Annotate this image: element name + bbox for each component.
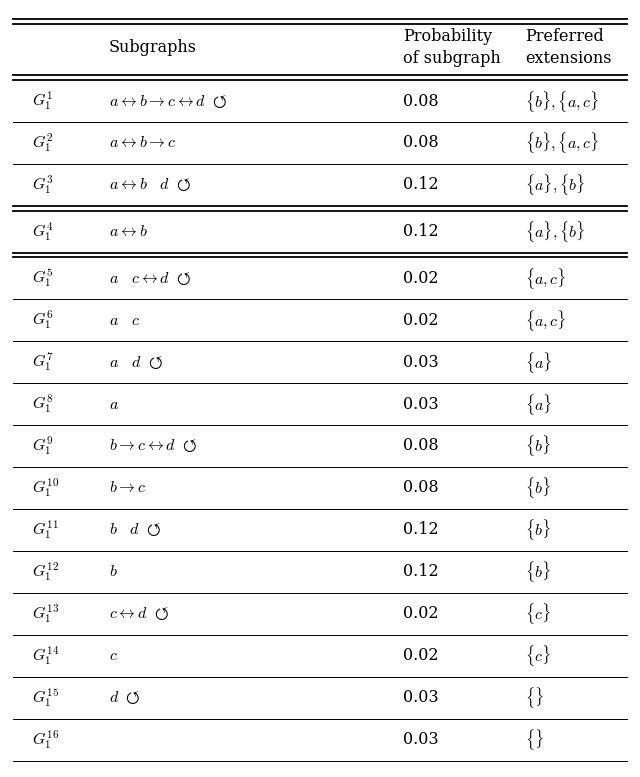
Text: $\{b\}$: $\{b\}$ <box>525 434 550 458</box>
Text: $\{b\}$: $\{b\}$ <box>525 517 550 542</box>
Text: $\{c\}$: $\{c\}$ <box>525 601 550 626</box>
Text: $G_1^9$: $G_1^9$ <box>32 435 54 457</box>
Text: 0.02: 0.02 <box>403 605 438 622</box>
Text: $\{\}$: $\{\}$ <box>525 685 544 710</box>
Text: $a$: $a$ <box>109 395 119 413</box>
Text: $G_1^4$: $G_1^4$ <box>32 221 54 242</box>
Text: 0.12: 0.12 <box>403 521 439 538</box>
Text: $c$: $c$ <box>109 647 118 664</box>
Text: $G_1^6$: $G_1^6$ <box>32 309 54 331</box>
Text: $G_1^{14}$: $G_1^{14}$ <box>32 645 60 667</box>
Text: $a \leftrightarrow b\quad d\ \circlearrowleft$: $a \leftrightarrow b\quad d\ \circlearro… <box>109 176 191 193</box>
Text: $a\quad d\ \circlearrowleft$: $a\quad d\ \circlearrowleft$ <box>109 354 163 371</box>
Text: $G_1^1$: $G_1^1$ <box>32 90 53 112</box>
Text: $G_1^{16}$: $G_1^{16}$ <box>32 729 60 751</box>
Text: $a \leftrightarrow b$: $a \leftrightarrow b$ <box>109 223 148 240</box>
Text: 0.08: 0.08 <box>403 437 439 455</box>
Text: $\{a\}$: $\{a\}$ <box>525 350 552 375</box>
Text: 0.08: 0.08 <box>403 92 439 110</box>
Text: $\{b\}$: $\{b\}$ <box>525 476 550 500</box>
Text: $c \leftrightarrow d\ \circlearrowleft$: $c \leftrightarrow d\ \circlearrowleft$ <box>109 605 169 622</box>
Text: $\{a,c\}$: $\{a,c\}$ <box>525 308 566 333</box>
Text: $a\quad c$: $a\quad c$ <box>109 312 140 329</box>
Text: $G_1^{15}$: $G_1^{15}$ <box>32 687 59 709</box>
Text: $\{a\},\{b\}$: $\{a\},\{b\}$ <box>525 172 585 197</box>
Text: $\{a\}$: $\{a\}$ <box>525 392 552 416</box>
Text: $G_1^{13}$: $G_1^{13}$ <box>32 603 60 625</box>
Text: $G_1^7$: $G_1^7$ <box>32 351 54 373</box>
Text: extensions: extensions <box>525 50 611 67</box>
Text: $G_1^3$: $G_1^3$ <box>32 174 54 196</box>
Text: $\{b\},\{a,c\}$: $\{b\},\{a,c\}$ <box>525 89 599 113</box>
Text: $G_1^{12}$: $G_1^{12}$ <box>32 561 59 583</box>
Text: 0.08: 0.08 <box>403 134 439 152</box>
Text: $b \rightarrow c \leftrightarrow d\ \circlearrowleft$: $b \rightarrow c \leftrightarrow d\ \cir… <box>109 437 197 455</box>
Text: 0.12: 0.12 <box>403 563 439 580</box>
Text: 0.03: 0.03 <box>403 689 439 706</box>
Text: $b\quad d\ \circlearrowleft$: $b\quad d\ \circlearrowleft$ <box>109 521 161 538</box>
Text: 0.08: 0.08 <box>403 479 439 497</box>
Text: Subgraphs: Subgraphs <box>109 39 197 56</box>
Text: $b \rightarrow c$: $b \rightarrow c$ <box>109 479 146 497</box>
Text: $\{b\},\{a,c\}$: $\{b\},\{a,c\}$ <box>525 131 599 155</box>
Text: of subgraph: of subgraph <box>403 50 501 67</box>
Text: $G_1^2$: $G_1^2$ <box>32 132 54 154</box>
Text: 0.12: 0.12 <box>403 223 439 240</box>
Text: $a\quad c \leftrightarrow d\ \circlearrowleft$: $a\quad c \leftrightarrow d\ \circlearro… <box>109 270 191 287</box>
Text: $\{\}$: $\{\}$ <box>525 727 544 752</box>
Text: 0.12: 0.12 <box>403 176 439 193</box>
Text: $d\ \circlearrowleft$: $d\ \circlearrowleft$ <box>109 689 140 706</box>
Text: Probability: Probability <box>403 28 492 45</box>
Text: $G_1^{11}$: $G_1^{11}$ <box>32 519 59 541</box>
Text: $G_1^8$: $G_1^8$ <box>32 393 54 415</box>
Text: 0.03: 0.03 <box>403 354 439 371</box>
Text: $G_1^{10}$: $G_1^{10}$ <box>32 477 60 499</box>
Text: $\{a,c\}$: $\{a,c\}$ <box>525 266 566 291</box>
Text: 0.02: 0.02 <box>403 270 438 287</box>
Text: 0.02: 0.02 <box>403 312 438 329</box>
Text: 0.02: 0.02 <box>403 647 438 664</box>
Text: Preferred: Preferred <box>525 28 604 45</box>
Text: $b$: $b$ <box>109 563 118 580</box>
Text: $\{b\}$: $\{b\}$ <box>525 559 550 584</box>
Text: 0.03: 0.03 <box>403 731 439 748</box>
Text: $\{c\}$: $\{c\}$ <box>525 643 550 668</box>
Text: $G_1^5$: $G_1^5$ <box>32 267 54 289</box>
Text: $a \leftrightarrow b \rightarrow c$: $a \leftrightarrow b \rightarrow c$ <box>109 134 176 152</box>
Text: $a \leftrightarrow b \rightarrow c \leftrightarrow d\ \circlearrowleft$: $a \leftrightarrow b \rightarrow c \left… <box>109 92 227 110</box>
Text: 0.03: 0.03 <box>403 395 439 413</box>
Text: $\{a\},\{b\}$: $\{a\},\{b\}$ <box>525 219 585 244</box>
